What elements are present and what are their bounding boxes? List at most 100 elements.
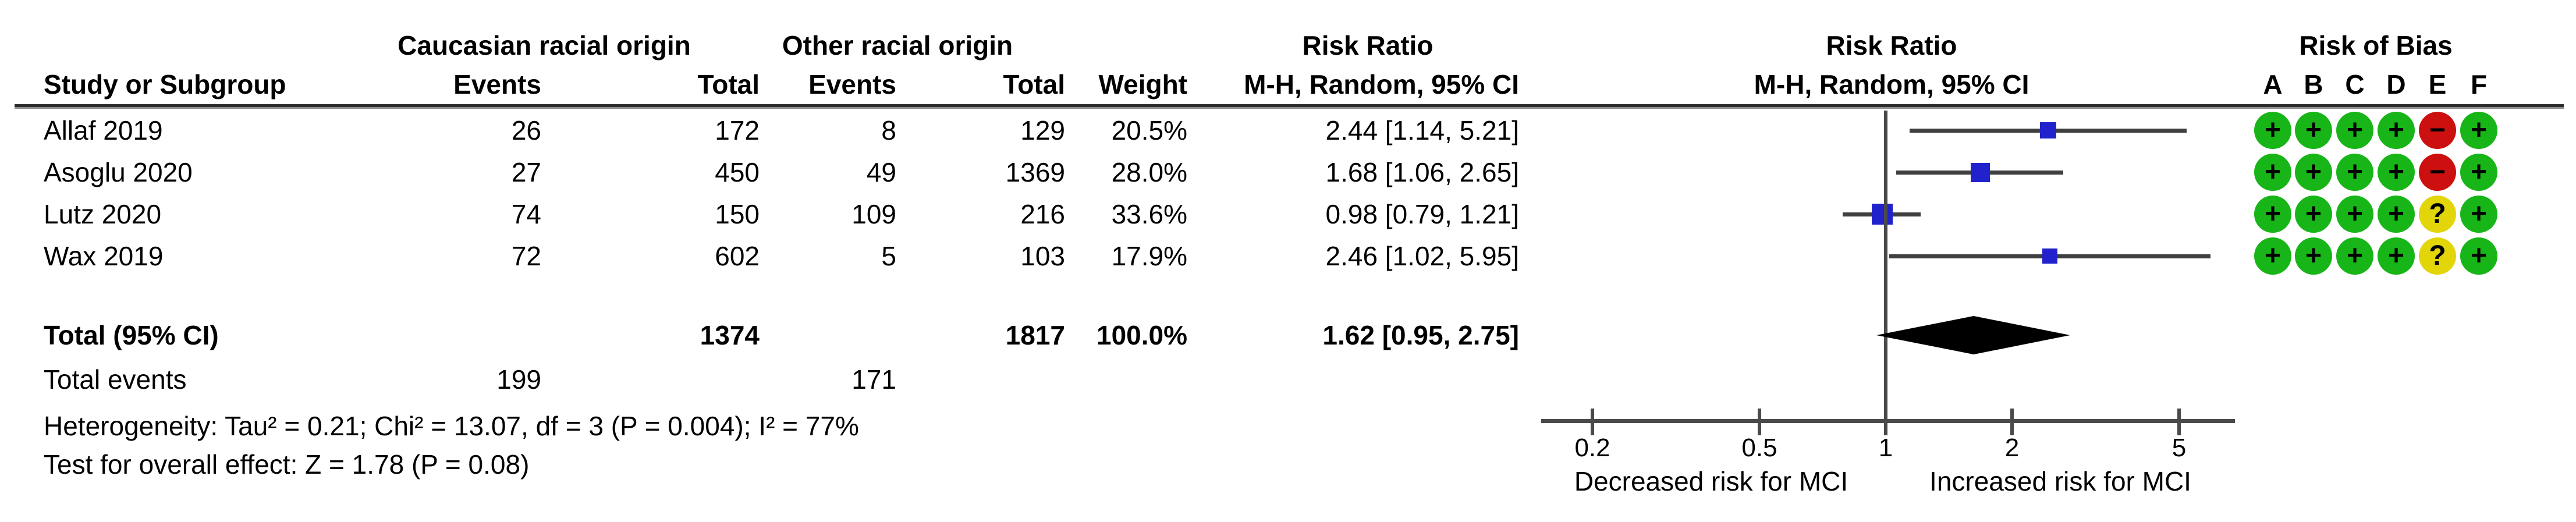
effect-square xyxy=(1970,162,1990,182)
axis-tick xyxy=(1757,409,1761,435)
effect-square xyxy=(1871,204,1893,225)
study-rr_text: 0.98 [0.79, 1.21] xyxy=(1325,199,1520,229)
rob-letter: F xyxy=(2470,69,2488,100)
total-events-caucasian: 199 xyxy=(496,364,541,395)
study-weight: 17.9% xyxy=(1111,241,1187,271)
rob-letter: D xyxy=(2386,69,2406,100)
axis-tick-label: 5 xyxy=(2171,434,2187,462)
effect-square xyxy=(2040,122,2057,139)
study-total2: 216 xyxy=(1020,199,1065,229)
study-total2: 103 xyxy=(1020,241,1065,271)
col-group-risk-ratio: Risk Ratio xyxy=(1302,30,1434,61)
axis-tick-label: 1 xyxy=(1878,434,1893,462)
study-events1: 27 xyxy=(511,157,541,187)
rob-circle-plus: + xyxy=(2460,154,2497,191)
rob-circle-minus: − xyxy=(2419,112,2456,149)
study-total1: 150 xyxy=(715,199,760,229)
axis-right-label: Increased risk for MCI xyxy=(1929,466,2191,496)
total-events-other: 171 xyxy=(851,364,896,395)
study-total2: 1369 xyxy=(1005,157,1065,187)
no-effect-line xyxy=(1884,111,1887,434)
rob-letter: C xyxy=(2345,69,2365,100)
rob-letter: B xyxy=(2304,69,2323,100)
study-rr_text: 1.68 [1.06, 2.65] xyxy=(1325,157,1520,187)
rob-letter: A xyxy=(2263,69,2283,100)
rob-circle-plus: + xyxy=(2254,237,2291,275)
axis-tick xyxy=(2010,409,2014,435)
rob-circle-minus: − xyxy=(2419,154,2456,191)
rob-circle-question: ? xyxy=(2419,196,2456,233)
total-row-label: Total (95% CI) xyxy=(44,320,219,350)
summary-diamond-shape xyxy=(1876,316,2070,354)
study-rr_text: 2.46 [1.02, 5.95] xyxy=(1325,241,1520,271)
rob-circle-plus: + xyxy=(2254,154,2291,191)
study-events1: 26 xyxy=(511,115,541,145)
total-row-total2: 1817 xyxy=(1005,320,1065,350)
rob-circle-question: ? xyxy=(2419,237,2456,275)
col-group-other: Other racial origin xyxy=(782,30,1013,61)
study-weight: 20.5% xyxy=(1111,115,1187,145)
total-row-weight: 100.0% xyxy=(1096,320,1187,350)
col-group-caucasian: Caucasian racial origin xyxy=(398,30,691,61)
col-header-events1: Events xyxy=(453,69,541,100)
study-weight: 28.0% xyxy=(1111,157,1187,187)
study-total1: 450 xyxy=(715,157,760,187)
rob-circle-plus: + xyxy=(2378,237,2415,275)
rob-circle-plus: + xyxy=(2336,237,2373,275)
heterogeneity-note: Heterogeneity: Tau² = 0.21; Chi² = 13.07… xyxy=(44,411,859,441)
rob-circle-plus: + xyxy=(2254,112,2291,149)
axis-tick xyxy=(1884,409,1887,435)
rob-circle-plus: + xyxy=(2295,196,2332,233)
study-events2: 8 xyxy=(881,115,896,145)
rob-letter: E xyxy=(2428,69,2447,100)
rob-circle-plus: + xyxy=(2378,196,2415,233)
rob-circle-plus: + xyxy=(2295,112,2332,149)
rob-circle-plus: + xyxy=(2295,154,2332,191)
col-header-weight: Weight xyxy=(1098,69,1187,100)
rob-circle-plus: + xyxy=(2378,112,2415,149)
study-total2: 129 xyxy=(1020,115,1065,145)
study-name: Lutz 2020 xyxy=(44,199,162,229)
study-events2: 49 xyxy=(866,157,896,187)
study-total1: 602 xyxy=(715,241,760,271)
total-events-label: Total events xyxy=(44,364,187,395)
study-name: Wax 2019 xyxy=(44,241,164,271)
axis-tick-label: 2 xyxy=(2004,434,2020,462)
study-weight: 33.6% xyxy=(1111,199,1187,229)
col-header-total2: Total xyxy=(1003,69,1065,100)
rob-circle-plus: + xyxy=(2460,237,2497,275)
summary-diamond xyxy=(1876,316,2070,354)
axis-tick xyxy=(2177,409,2181,435)
rob-circle-plus: + xyxy=(2336,154,2373,191)
plot-subtitle-method: M-H, Random, 95% CI xyxy=(1754,69,2029,100)
axis-tick-label: 0.2 xyxy=(1574,434,1610,462)
study-events2: 109 xyxy=(851,199,896,229)
study-events2: 5 xyxy=(881,241,896,271)
study-name: Allaf 2019 xyxy=(44,115,163,145)
axis-tick-label: 0.5 xyxy=(1741,434,1777,462)
rob-circle-plus: + xyxy=(2295,237,2332,275)
total-row-rr: 1.62 [0.95, 2.75] xyxy=(1322,320,1519,350)
study-events1: 74 xyxy=(511,199,541,229)
rob-circle-plus: + xyxy=(2460,112,2497,149)
study-name: Asoglu 2020 xyxy=(44,157,193,187)
axis-tick xyxy=(1591,409,1595,435)
study-events1: 72 xyxy=(511,241,541,271)
col-header-method: M-H, Random, 95% CI xyxy=(1244,69,1519,100)
rob-circle-plus: + xyxy=(2336,196,2373,233)
rob-circle-plus: + xyxy=(2460,196,2497,233)
col-header-study: Study or Subgroup xyxy=(44,69,286,100)
study-rr_text: 2.44 [1.14, 5.21] xyxy=(1325,115,1520,145)
x-axis-line xyxy=(1541,419,2235,423)
header-separator-line xyxy=(15,104,2564,107)
col-header-events2: Events xyxy=(808,69,896,100)
effect-square xyxy=(2042,248,2057,264)
rob-circle-plus: + xyxy=(2336,112,2373,149)
plot-title-risk-ratio: Risk Ratio xyxy=(1826,30,1957,61)
col-header-total1: Total xyxy=(697,69,760,100)
overall-effect-note: Test for overall effect: Z = 1.78 (P = 0… xyxy=(44,449,530,480)
rob-circle-plus: + xyxy=(2254,196,2291,233)
header-separator-shadow xyxy=(15,107,2564,109)
rob-circle-plus: + xyxy=(2378,154,2415,191)
